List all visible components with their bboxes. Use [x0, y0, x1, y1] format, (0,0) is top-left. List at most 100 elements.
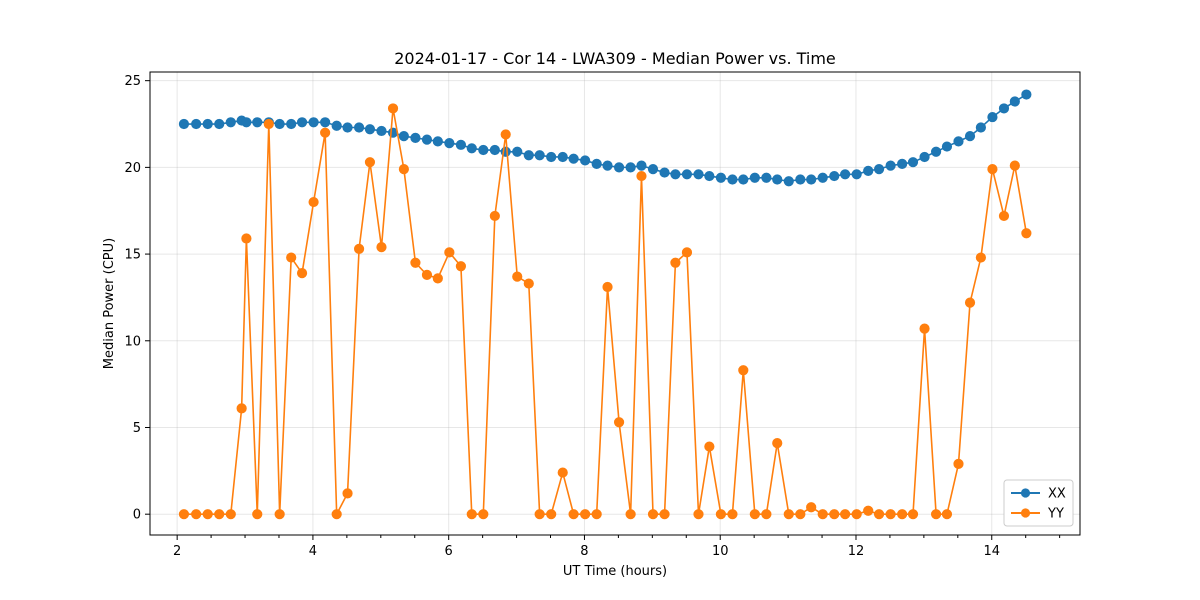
- series-xx-point: [191, 118, 202, 130]
- series-xx-point: [738, 174, 749, 185]
- series-yy-point: [1009, 160, 1020, 171]
- series-xx-point: [817, 172, 828, 183]
- legend: XX YY: [1003, 479, 1074, 527]
- series-xx-point: [364, 124, 376, 135]
- series-xx-point: [704, 170, 715, 182]
- series-xx-point: [636, 160, 647, 171]
- series-xx-point: [659, 167, 670, 178]
- x-tick-label: 4: [309, 544, 317, 559]
- series-xx-point: [331, 120, 342, 131]
- series-yy-point: [178, 509, 190, 520]
- series-yy-point: [704, 441, 715, 452]
- chart-title: 2024-01-17 - Cor 14 - LWA309 - Median Po…: [394, 49, 836, 68]
- series-xx-point: [795, 174, 806, 185]
- x-tick-label: 10: [712, 544, 729, 559]
- series-yy-point: [546, 509, 557, 520]
- series-xx-point: [749, 172, 760, 183]
- series-yy-point: [851, 509, 862, 520]
- series-yy-point: [387, 103, 399, 114]
- series-xx-point: [783, 176, 794, 187]
- series-xx-point: [670, 169, 681, 180]
- series-yy-point: [320, 127, 331, 138]
- series-yy-point: [738, 365, 749, 376]
- series-xx-point: [998, 103, 1010, 114]
- series-xx-point: [320, 117, 331, 128]
- series-xx-point: [647, 164, 659, 175]
- series-xx-point: [580, 155, 591, 166]
- series-yy-point: [783, 509, 794, 520]
- series-yy-point: [432, 273, 443, 284]
- series-yy-point: [489, 210, 500, 222]
- series-xx-point: [421, 134, 433, 145]
- series-yy-point: [749, 509, 760, 520]
- series-xx-point: [613, 162, 625, 173]
- series-xx-point: [727, 174, 738, 185]
- series-yy-point: [557, 467, 568, 478]
- series-yy-point: [591, 509, 602, 520]
- series-xx-point: [308, 117, 319, 128]
- series-yy-point: [241, 233, 252, 244]
- series-xx-point: [286, 118, 297, 130]
- series-xx-point: [851, 169, 862, 180]
- series-xx-point: [930, 146, 942, 157]
- series-yy-point: [364, 157, 376, 168]
- series-xx-point: [873, 164, 885, 175]
- series-yy-point: [214, 509, 225, 520]
- series-yy-point: [410, 257, 421, 268]
- series-yy-point: [444, 247, 455, 258]
- series-yy-point: [286, 252, 297, 263]
- x-tick-label: 8: [580, 544, 588, 559]
- series-xx-point: [478, 144, 489, 156]
- series-yy-point: [512, 271, 523, 282]
- series-yy-point: [568, 509, 579, 520]
- series-yy-point: [398, 164, 409, 175]
- series-xx-point: [376, 125, 387, 137]
- x-tick-label: 2: [173, 544, 181, 559]
- series-xx-point: [353, 122, 365, 133]
- legend-xx-label: XX: [1048, 487, 1066, 502]
- series-yy-point: [1021, 228, 1032, 239]
- series-yy-point: [421, 269, 433, 280]
- series-xx-point: [342, 122, 353, 133]
- series-xx-point: [1021, 89, 1032, 100]
- series-yy-point: [681, 247, 693, 258]
- legend-yy-label: YY: [1047, 507, 1064, 522]
- series-yy-point: [191, 509, 202, 520]
- series-xx-point: [840, 169, 851, 180]
- series-xx-point: [987, 111, 998, 123]
- series-xx-point: [466, 143, 477, 154]
- series-xx-point: [274, 118, 285, 130]
- series-xx-point: [1009, 96, 1020, 107]
- series-yy-point: [636, 170, 647, 182]
- series-xx-point: [693, 169, 704, 180]
- series-yy-point: [727, 509, 738, 520]
- series-xx-point: [489, 144, 500, 156]
- series-xx-point: [534, 150, 545, 161]
- series-yy-point: [580, 509, 591, 520]
- series-yy-point: [998, 210, 1010, 222]
- series-xx-point: [523, 150, 534, 161]
- series-xx-point: [432, 136, 443, 147]
- series-yy-point: [647, 509, 659, 520]
- series-yy-point: [478, 509, 489, 520]
- series-yy: [178, 103, 1032, 520]
- y-axis-label: Median Power (CPU): [102, 238, 117, 369]
- series-yy-point: [817, 509, 828, 520]
- series-xx-point: [897, 158, 908, 170]
- series-xx-point: [829, 170, 840, 182]
- series-xx-point: [715, 172, 726, 183]
- series-yy-point: [500, 129, 511, 140]
- series-xx-point: [975, 122, 986, 133]
- series-xx-point: [919, 151, 930, 163]
- series-xx-point: [410, 132, 421, 143]
- series-yy-point: [455, 261, 467, 272]
- series-yy-point: [964, 297, 976, 308]
- series-xx-point: [178, 118, 190, 130]
- series-yy-point: [296, 268, 308, 279]
- series-xx-point: [772, 174, 783, 185]
- series-yy-point: [225, 509, 236, 520]
- series-xx-point: [512, 146, 523, 157]
- series-xx-point: [953, 136, 964, 147]
- series-yy-point: [953, 458, 964, 470]
- series-xx-point: [591, 158, 602, 170]
